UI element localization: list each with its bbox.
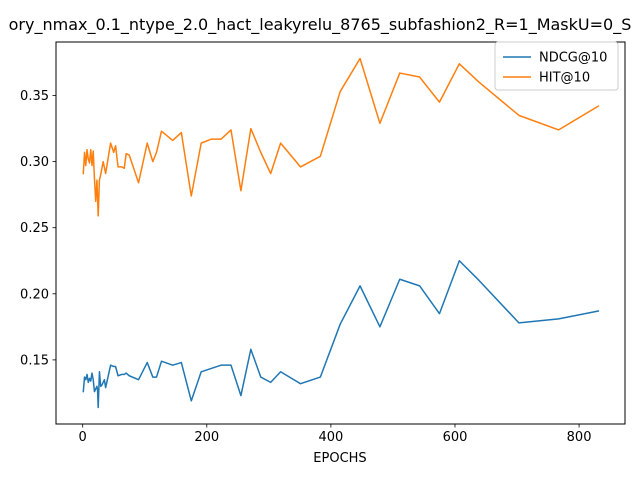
plot-lines xyxy=(82,57,600,409)
x-tick-label: 200 xyxy=(194,430,219,445)
legend-label-0: NDCG@10 xyxy=(539,51,607,66)
x-axis-label: EPOCHS xyxy=(313,451,366,466)
y-tick-label: 0.20 xyxy=(20,287,49,302)
y-tick-label: 0.30 xyxy=(20,155,49,170)
legend-box xyxy=(494,41,619,91)
series-line-1 xyxy=(82,57,600,217)
y-tick-label: 0.25 xyxy=(20,221,49,236)
x-tick-label: 800 xyxy=(567,430,592,445)
y-tick-label: 0.15 xyxy=(20,353,49,368)
plot-frame xyxy=(55,41,626,425)
series-line-0 xyxy=(82,260,600,409)
x-tick-label: 600 xyxy=(443,430,468,445)
x-tick-label: 0 xyxy=(79,430,87,445)
y-axis: 0.15 0.20 0.25 0.30 0.35 xyxy=(20,89,56,368)
legend: NDCG@10 HIT@10 xyxy=(494,41,619,91)
chart-title: ory_nmax_0.1_ntype_2.0_hact_leakyrelu_87… xyxy=(9,15,632,35)
x-axis: 0 200 400 600 800 xyxy=(79,424,592,445)
y-tick-label: 0.35 xyxy=(20,89,49,104)
legend-label-1: HIT@10 xyxy=(539,71,590,86)
x-tick-label: 400 xyxy=(318,430,343,445)
